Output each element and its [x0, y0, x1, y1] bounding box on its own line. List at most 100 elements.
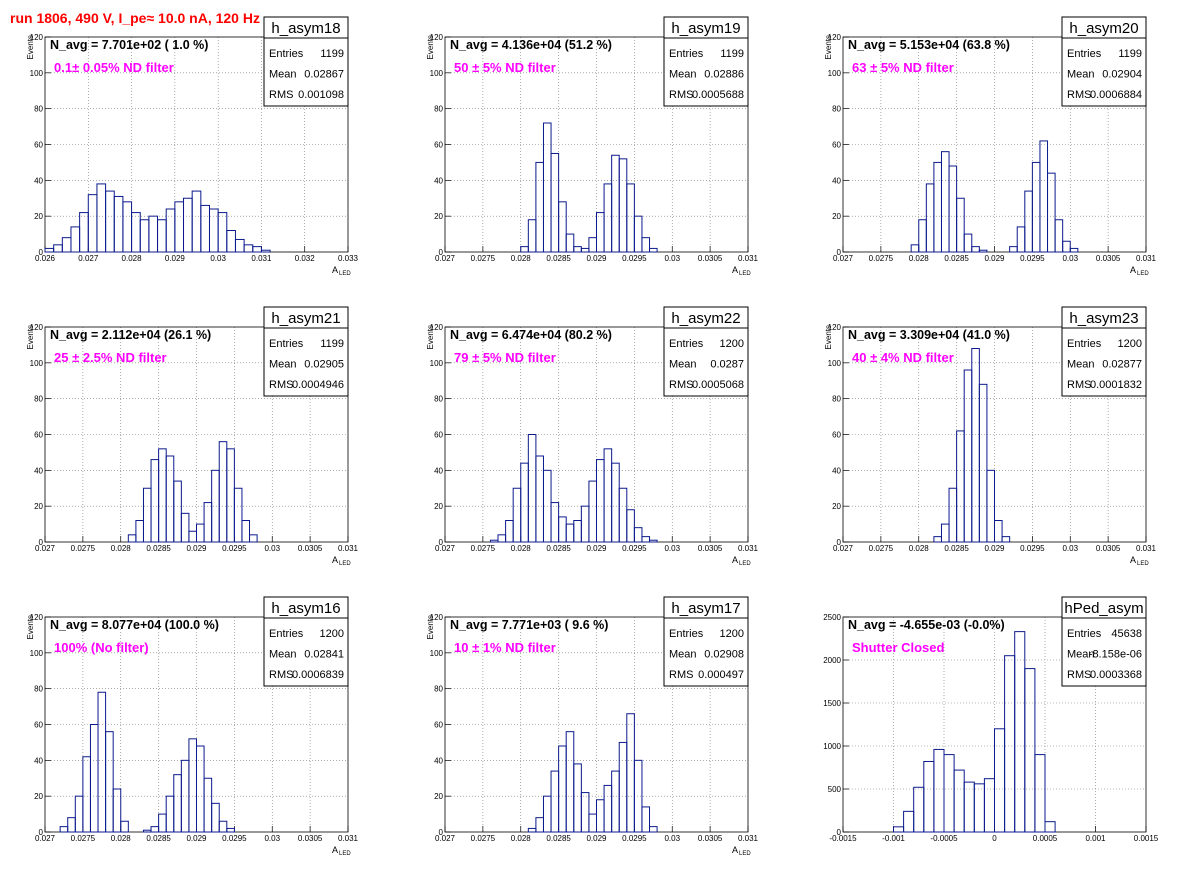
- filter-label: 63 ± 5% ND filter: [852, 60, 954, 75]
- histogram-bin: [191, 190, 202, 253]
- x-tick-label: 0.029: [186, 834, 207, 843]
- y-axis-label: Events: [26, 615, 35, 639]
- histogram-panel: 0.027 0.0275 0.028 0.0285 0.029 0.0295 0.03 0.0…: [426, 596, 759, 857]
- histogram-bin: [173, 480, 182, 543]
- navg-label: N_avg = 5.153e+04 (63.8 %): [848, 38, 1010, 52]
- y-tick-label: 1500: [823, 699, 841, 708]
- x-tick-label: 0.0275: [471, 834, 496, 843]
- x-tick-label: 0.027: [833, 254, 854, 263]
- y-axis-label: Events: [26, 35, 35, 59]
- histogram-bin: [180, 512, 190, 543]
- y-tick-label: 80: [832, 105, 841, 114]
- x-tick-label: 0.031: [1136, 254, 1157, 263]
- x-tick-label: 0.0305: [698, 254, 723, 263]
- histogram-bin: [588, 813, 597, 833]
- histogram-bin: [1062, 240, 1071, 253]
- histogram-bin: [596, 212, 605, 253]
- stats-value: 1199: [1118, 48, 1142, 60]
- x-tick-label: 0.0275: [471, 254, 496, 263]
- x-tick-label: 0.027: [35, 834, 56, 843]
- x-tick-label: 0.031: [338, 834, 359, 843]
- histogram-bin: [558, 745, 567, 833]
- stats-key: Mean: [1067, 69, 1095, 81]
- stats-key: Mean: [1067, 359, 1095, 371]
- histogram-bin: [211, 802, 220, 833]
- y-tick-label: 2500: [823, 613, 841, 622]
- histogram-bin: [211, 469, 220, 543]
- histogram-bin: [649, 539, 658, 543]
- x-axis-label: ALED: [732, 555, 751, 567]
- stats-value: 0.0005688: [692, 89, 744, 101]
- histogram-bin: [158, 813, 167, 833]
- x-tick-label: 0.033: [338, 254, 359, 263]
- y-tick-label: 80: [434, 685, 443, 694]
- x-tick-label: 0.027: [833, 544, 854, 553]
- x-tick-label: 0.029: [186, 544, 207, 553]
- navg-label: N_avg = 3.309e+04 (41.0 %): [848, 328, 1010, 342]
- histogram-bin: [986, 469, 995, 543]
- y-tick-label: 0: [837, 828, 842, 837]
- y-tick-label: 20: [434, 212, 443, 221]
- histogram-bin: [596, 459, 605, 543]
- stats-value: 0.0003368: [1090, 669, 1142, 681]
- x-tick-label: 0.027: [35, 544, 56, 553]
- histogram-bin: [633, 527, 643, 543]
- y-tick-label: 40: [34, 756, 43, 765]
- filter-label: 40 ± 4% ND filter: [852, 350, 954, 365]
- histogram-bin: [173, 774, 182, 833]
- histogram-bin: [527, 434, 537, 543]
- x-tick-label: 0.0295: [622, 544, 647, 553]
- histogram-bin: [142, 829, 152, 833]
- x-tick-label: 0.0305: [1096, 254, 1121, 263]
- histogram-bin: [978, 249, 988, 253]
- filter-label: 10 ± 1% ND filter: [454, 640, 556, 655]
- navg-label: N_avg = 6.474e+04 (80.2 %): [450, 328, 612, 342]
- histogram-bin: [188, 530, 198, 543]
- y-tick-label: 20: [434, 502, 443, 511]
- stats-key: RMS: [669, 669, 693, 681]
- histogram-bin: [994, 728, 1006, 833]
- filter-label: 50 ± 5% ND filter: [454, 60, 556, 75]
- histogram-bin: [1016, 226, 1026, 253]
- histogram-bin: [565, 731, 575, 833]
- histogram-bin: [105, 731, 114, 833]
- histogram-bin: [226, 230, 236, 253]
- x-tick-label: 0.0275: [71, 834, 96, 843]
- histogram-bin: [112, 788, 122, 833]
- histogram-bin: [956, 430, 965, 543]
- histogram-bin: [963, 233, 973, 253]
- histogram-name: h_asym20: [1069, 20, 1138, 37]
- stats-value: 0.0001832: [1090, 379, 1142, 391]
- histogram-bin: [1054, 219, 1064, 253]
- y-tick-label: 40: [832, 176, 841, 185]
- x-tick-label: 0.03: [210, 254, 226, 263]
- histogram-bin: [923, 760, 935, 833]
- histogram-bin: [558, 201, 567, 253]
- y-tick-label: 40: [434, 176, 443, 185]
- stats-key: RMS: [669, 379, 693, 391]
- y-tick-label: 20: [434, 792, 443, 801]
- x-tick-label: 0.001: [1085, 834, 1106, 843]
- y-tick-label: 120: [828, 33, 842, 42]
- histogram-bin: [535, 817, 544, 833]
- y-tick-label: 0: [837, 248, 842, 257]
- histogram-bin: [113, 195, 124, 253]
- histogram-bin: [70, 226, 81, 253]
- y-tick-label: 80: [434, 105, 443, 114]
- y-tick-label: 120: [30, 613, 44, 622]
- histogram-bin: [611, 770, 620, 833]
- histogram-bin: [641, 536, 651, 543]
- x-tick-label: 0.027: [78, 254, 99, 263]
- histogram-bin: [933, 536, 942, 543]
- x-tick-label: 0.029: [586, 834, 607, 843]
- histogram-bin: [489, 539, 499, 543]
- histogram-bin: [940, 523, 950, 543]
- y-tick-label: 60: [434, 721, 443, 730]
- histogram-bin: [913, 786, 925, 833]
- histogram-bin: [633, 215, 643, 253]
- histogram-bin: [527, 219, 537, 253]
- histogram-bin: [550, 502, 560, 543]
- histogram-bin: [150, 826, 160, 833]
- histogram-name: h_asym21: [271, 310, 340, 327]
